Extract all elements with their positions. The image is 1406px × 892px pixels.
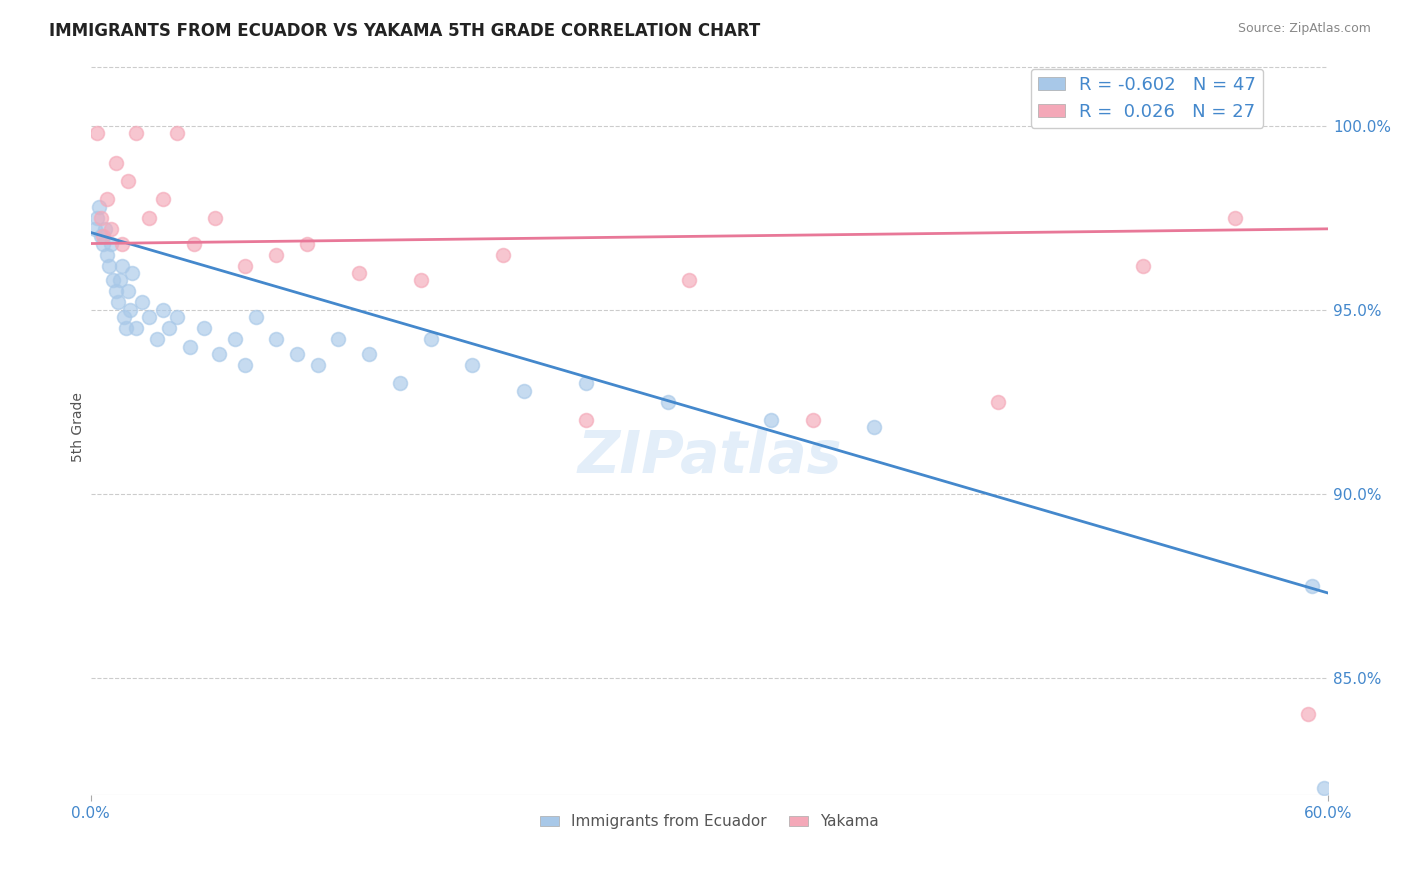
Point xyxy=(183,236,205,251)
Point xyxy=(359,347,381,361)
Point xyxy=(117,174,139,188)
Point xyxy=(1132,259,1154,273)
Point xyxy=(409,273,432,287)
Point xyxy=(108,273,131,287)
Point xyxy=(678,273,700,287)
Point xyxy=(347,266,370,280)
Point xyxy=(761,413,783,427)
Point xyxy=(575,413,598,427)
Point xyxy=(118,302,141,317)
Point xyxy=(1225,211,1247,225)
Point xyxy=(235,259,257,273)
Point xyxy=(152,193,174,207)
Point xyxy=(245,310,267,325)
Point xyxy=(90,229,112,244)
Point xyxy=(157,321,180,335)
Point xyxy=(146,332,169,346)
Point xyxy=(91,236,114,251)
Point xyxy=(224,332,246,346)
Point xyxy=(297,236,319,251)
Point xyxy=(266,332,288,346)
Point xyxy=(112,310,135,325)
Point xyxy=(179,340,201,354)
Point xyxy=(328,332,350,346)
Point xyxy=(96,193,118,207)
Point xyxy=(86,126,108,140)
Point xyxy=(420,332,443,346)
Point xyxy=(204,211,226,225)
Point xyxy=(100,222,122,236)
Point xyxy=(98,259,121,273)
Y-axis label: 5th Grade: 5th Grade xyxy=(72,392,86,462)
Point xyxy=(111,236,134,251)
Point xyxy=(103,273,125,287)
Point xyxy=(863,420,886,434)
Point xyxy=(125,126,148,140)
Point xyxy=(100,236,122,251)
Point xyxy=(152,302,174,317)
Point xyxy=(96,247,118,261)
Point xyxy=(94,222,117,236)
Point xyxy=(104,155,127,169)
Point xyxy=(575,376,598,391)
Point xyxy=(987,394,1010,409)
Text: ZIPatlas: ZIPatlas xyxy=(578,428,842,485)
Point xyxy=(104,285,127,299)
Point xyxy=(84,222,107,236)
Point xyxy=(266,247,288,261)
Point xyxy=(107,295,129,310)
Point xyxy=(138,310,160,325)
Text: Source: ZipAtlas.com: Source: ZipAtlas.com xyxy=(1237,22,1371,36)
Point xyxy=(389,376,412,391)
Point xyxy=(138,211,160,225)
Point xyxy=(657,394,679,409)
Point xyxy=(87,200,110,214)
Point xyxy=(86,211,108,225)
Point xyxy=(285,347,308,361)
Point xyxy=(208,347,231,361)
Point xyxy=(193,321,215,335)
Point xyxy=(131,295,153,310)
Point xyxy=(1301,579,1323,593)
Legend: Immigrants from Ecuador, Yakama: Immigrants from Ecuador, Yakama xyxy=(534,808,884,836)
Point xyxy=(115,321,138,335)
Point xyxy=(111,259,134,273)
Point xyxy=(461,358,484,372)
Point xyxy=(492,247,515,261)
Point xyxy=(121,266,143,280)
Point xyxy=(307,358,329,372)
Point xyxy=(125,321,148,335)
Point xyxy=(90,211,112,225)
Point xyxy=(801,413,824,427)
Point xyxy=(1296,707,1319,722)
Point xyxy=(513,384,536,398)
Point xyxy=(235,358,257,372)
Text: IMMIGRANTS FROM ECUADOR VS YAKAMA 5TH GRADE CORRELATION CHART: IMMIGRANTS FROM ECUADOR VS YAKAMA 5TH GR… xyxy=(49,22,761,40)
Point xyxy=(166,310,188,325)
Point xyxy=(166,126,188,140)
Point xyxy=(1313,780,1336,795)
Point xyxy=(91,229,114,244)
Point xyxy=(117,285,139,299)
